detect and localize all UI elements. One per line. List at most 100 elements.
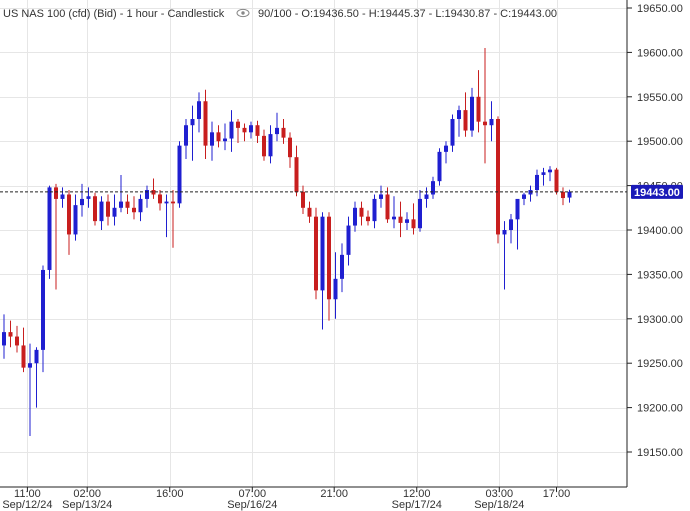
candle-up[interactable] <box>73 194 78 241</box>
eye-icon[interactable] <box>236 8 250 18</box>
candle-up[interactable] <box>522 192 526 206</box>
candle-up[interactable] <box>275 112 279 142</box>
candle-up[interactable] <box>99 196 104 230</box>
candle-up[interactable] <box>450 114 455 152</box>
candle-down[interactable] <box>398 201 403 238</box>
candle-down[interactable] <box>203 89 208 159</box>
candle-up[interactable] <box>509 214 513 244</box>
candle-up[interactable] <box>444 141 448 164</box>
candle-down[interactable] <box>67 190 71 255</box>
candle-up[interactable] <box>379 185 383 208</box>
candle-down[interactable] <box>463 92 468 137</box>
candles[interactable] <box>2 47 572 437</box>
candle-up[interactable] <box>320 212 325 330</box>
candle-down[interactable] <box>483 47 487 164</box>
candle-down[interactable] <box>411 203 416 235</box>
time-tick-label: 17:00 <box>543 488 571 500</box>
candle-up[interactable] <box>184 119 188 159</box>
candle-up[interactable] <box>223 123 227 151</box>
candle-up[interactable] <box>541 167 546 186</box>
candle-up[interactable] <box>548 166 552 182</box>
candle-down[interactable] <box>307 201 312 223</box>
candle-up[interactable] <box>229 110 234 152</box>
candle-down[interactable] <box>8 320 13 348</box>
candle-down[interactable] <box>171 190 175 248</box>
candle-down[interactable] <box>106 194 110 226</box>
candle-down[interactable] <box>561 187 565 206</box>
candle-up[interactable] <box>197 92 201 133</box>
candle-down[interactable] <box>281 119 286 144</box>
candle-body <box>437 151 442 182</box>
candle-down[interactable] <box>21 327 26 373</box>
candle-down[interactable] <box>359 201 364 226</box>
candle-down[interactable] <box>125 194 130 215</box>
candle-up[interactable] <box>138 194 143 222</box>
candle-up[interactable] <box>515 198 520 250</box>
candle-up[interactable] <box>28 343 32 437</box>
candle-up[interactable] <box>437 148 442 186</box>
candle-down[interactable] <box>288 132 292 168</box>
candle-up[interactable] <box>2 314 6 359</box>
candle-down[interactable] <box>216 125 221 148</box>
candle-up[interactable] <box>346 216 351 266</box>
price-axis[interactable]: 19150.00 19200.00 19250.00 19300.00 19350.00… <box>627 3 683 459</box>
candle-up[interactable] <box>249 121 253 139</box>
candle-down[interactable] <box>236 119 240 143</box>
candle-up[interactable] <box>60 187 65 208</box>
candle-down[interactable] <box>314 207 318 300</box>
candle-down[interactable] <box>242 123 247 142</box>
candle-down[interactable] <box>327 212 331 321</box>
candle-up[interactable] <box>502 221 507 290</box>
candle-body <box>444 145 448 152</box>
candle-up[interactable] <box>190 105 195 161</box>
candle-down[interactable] <box>93 192 97 226</box>
candle-down[interactable] <box>151 178 156 199</box>
candle-up[interactable] <box>340 243 344 293</box>
candle-down[interactable] <box>132 196 136 220</box>
candle-up[interactable] <box>457 105 461 137</box>
candle-up[interactable] <box>528 185 533 202</box>
candle-down[interactable] <box>54 183 58 290</box>
candle-down[interactable] <box>554 167 559 195</box>
candle-down[interactable] <box>158 190 162 211</box>
candle-up[interactable] <box>333 252 338 319</box>
candle-down[interactable] <box>262 129 266 161</box>
candle-up[interactable] <box>177 141 182 208</box>
candle-up[interactable] <box>112 194 117 226</box>
candle-down[interactable] <box>476 70 481 133</box>
candle-up[interactable] <box>353 201 357 232</box>
candle-up[interactable] <box>86 187 91 208</box>
candle-up[interactable] <box>567 189 572 203</box>
candle-up[interactable] <box>418 190 422 232</box>
candle-down[interactable] <box>366 210 370 226</box>
candle-body <box>229 121 234 139</box>
candle-up[interactable] <box>431 176 435 199</box>
candle-up[interactable] <box>145 185 149 208</box>
candle-up[interactable] <box>34 347 39 408</box>
candle-down[interactable] <box>385 187 390 223</box>
current-price-label: 19443.00 <box>631 184 683 199</box>
candle-up[interactable] <box>405 212 409 230</box>
candle-up[interactable] <box>47 185 52 279</box>
candle-down[interactable] <box>496 116 500 244</box>
candle-up[interactable] <box>210 121 214 161</box>
candle-body <box>314 216 318 291</box>
candle-up[interactable] <box>164 194 169 238</box>
candle-up[interactable] <box>80 183 84 217</box>
candle-up[interactable] <box>489 101 494 142</box>
candle-up[interactable] <box>372 194 377 229</box>
candle-up[interactable] <box>470 87 474 137</box>
candle-down[interactable] <box>15 325 19 353</box>
candle-body <box>106 201 110 217</box>
candle-down[interactable] <box>294 145 299 197</box>
candle-up[interactable] <box>41 265 45 373</box>
candle-up[interactable] <box>424 187 429 208</box>
candle-up[interactable] <box>268 125 273 164</box>
candle-up[interactable] <box>119 174 123 213</box>
candle-down[interactable] <box>255 120 260 143</box>
candle-down[interactable] <box>301 185 305 215</box>
candle-up[interactable] <box>392 196 396 229</box>
candle-body <box>301 191 305 208</box>
